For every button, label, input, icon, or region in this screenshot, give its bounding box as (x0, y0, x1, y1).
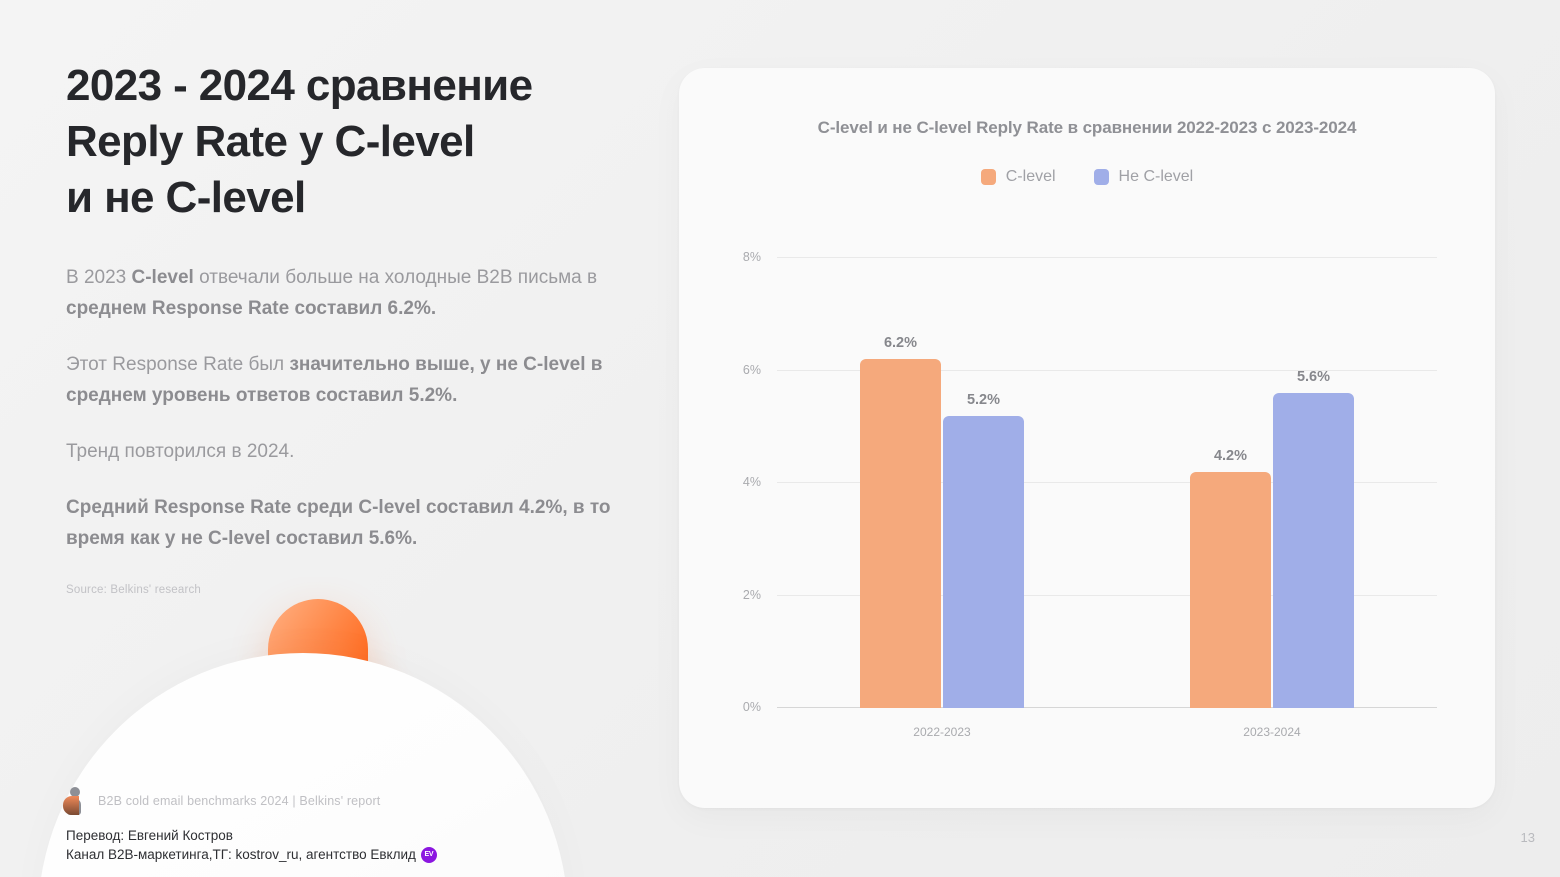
bar-value-label-2022-2023-C-level: 6.2% (883, 335, 918, 352)
gridline-4%: 4% (743, 475, 1437, 489)
bar-slot-2023-2024-Не C-level: 5.6% (1273, 258, 1354, 708)
paragraph-4: Средний Response Rate среди C-level сост… (66, 497, 611, 549)
bar-value-label-2022-2023-Не C-level: 5.2% (966, 391, 1001, 408)
gridline-8%: 8% (743, 250, 1437, 264)
bar-slot-2022-2023-Не C-level: 5.2% (943, 258, 1024, 708)
page-number: 13 (1520, 830, 1535, 845)
translator-credit: Перевод: Евгений Костров Канал B2B-марке… (66, 826, 437, 864)
legend-item-c-level[interactable]: C-level (980, 168, 1056, 186)
paragraph-3: Тренд повторился в 2024. (66, 441, 295, 462)
footer-brand: B2B cold email benchmarks 2024 | Belkins… (62, 786, 380, 816)
bar-group-2023-2024: 4.2% 5.6% 2023-2024 (1107, 258, 1437, 739)
bar-slot-2022-2023-C-level: 6.2% (860, 258, 941, 708)
y-axis-tick-6%: 6% (742, 362, 761, 377)
chart-title: C-level и не C-level Reply Rate в сравне… (817, 118, 1357, 137)
bar-slot-2023-2024-C-level: 4.2% (1190, 258, 1271, 708)
translator-line-2-row: Канал B2B-маркетинга,ТГ: kostrov_ru, аге… (66, 845, 437, 864)
chart-legend: C-level Не C-level (679, 168, 1495, 186)
x-axis-tick-2023-2024: 2023-2024 (1243, 725, 1301, 739)
gridline-0%: 0% (743, 700, 1437, 714)
bar-2022-2023-Не C-level[interactable] (943, 415, 1024, 708)
legend-item-non-c-level[interactable]: Не C-level (1093, 168, 1194, 186)
body-paragraphs: В 2023 C-level отвечали больше на холодн… (66, 262, 666, 554)
bar-value-label-2023-2024-C-level: 4.2% (1213, 447, 1248, 464)
bar-2023-2024-Не C-level[interactable] (1273, 393, 1354, 708)
person-icon (62, 786, 88, 816)
page-title: 2023 - 2024 сравнение Reply Rate у C-lev… (66, 61, 533, 222)
bar-group-2022-2023: 6.2% 5.2% 2022-2023 (777, 258, 1107, 739)
translator-line-1: Перевод: Евгений Костров (66, 828, 233, 843)
chart-plot-area: 0% 2% 4% 6% 8% 6.2% 5.2% 2022-2023 4.2% 5.6% 2023… (743, 250, 1437, 739)
euclid-badge-icon: ЕV (420, 846, 437, 863)
paragraph-2: Этот Response Rate был значительно выше,… (66, 354, 603, 406)
x-axis-tick-2022-2023: 2022-2023 (913, 725, 971, 739)
left-content-column: 2023 - 2024 сравнение Reply Rate у C-lev… (66, 58, 666, 596)
y-axis-tick-0%: 0% (742, 699, 761, 714)
bar-value-label-2023-2024-Не C-level: 5.6% (1296, 369, 1331, 385)
legend-swatch-c-level (980, 169, 996, 185)
y-axis-tick-4%: 4% (742, 475, 761, 489)
gridline-2%: 2% (743, 588, 1437, 602)
chart-card: C-level и не C-level Reply Rate в сравне… (679, 68, 1495, 808)
footer-brand-label: B2B cold email benchmarks 2024 | Belkins… (98, 794, 381, 808)
orange-cylinder-shape (268, 599, 368, 719)
y-axis-tick-2%: 2% (742, 587, 761, 602)
legend-swatch-non-c-level (1093, 169, 1109, 185)
y-axis-tick-8%: 8% (742, 250, 761, 264)
legend-label-c-level: C-level (1005, 168, 1056, 185)
source-note: Source: Belkins' research (66, 584, 202, 596)
paragraph-1: В 2023 C-level отвечали больше на холодн… (66, 267, 598, 319)
gridline-6%: 6% (743, 363, 1437, 377)
legend-label-non-c-level: Не C-level (1118, 168, 1194, 185)
translator-line-2: Канал B2B-маркетинга,ТГ: kostrov_ru, аге… (66, 847, 416, 862)
bar-2023-2024-C-level[interactable] (1190, 471, 1271, 708)
bar-2022-2023-C-level[interactable] (860, 359, 941, 708)
chart-bar-groups: 6.2% 5.2% 2022-2023 4.2% 5.6% 2023-2024 (777, 258, 1437, 739)
